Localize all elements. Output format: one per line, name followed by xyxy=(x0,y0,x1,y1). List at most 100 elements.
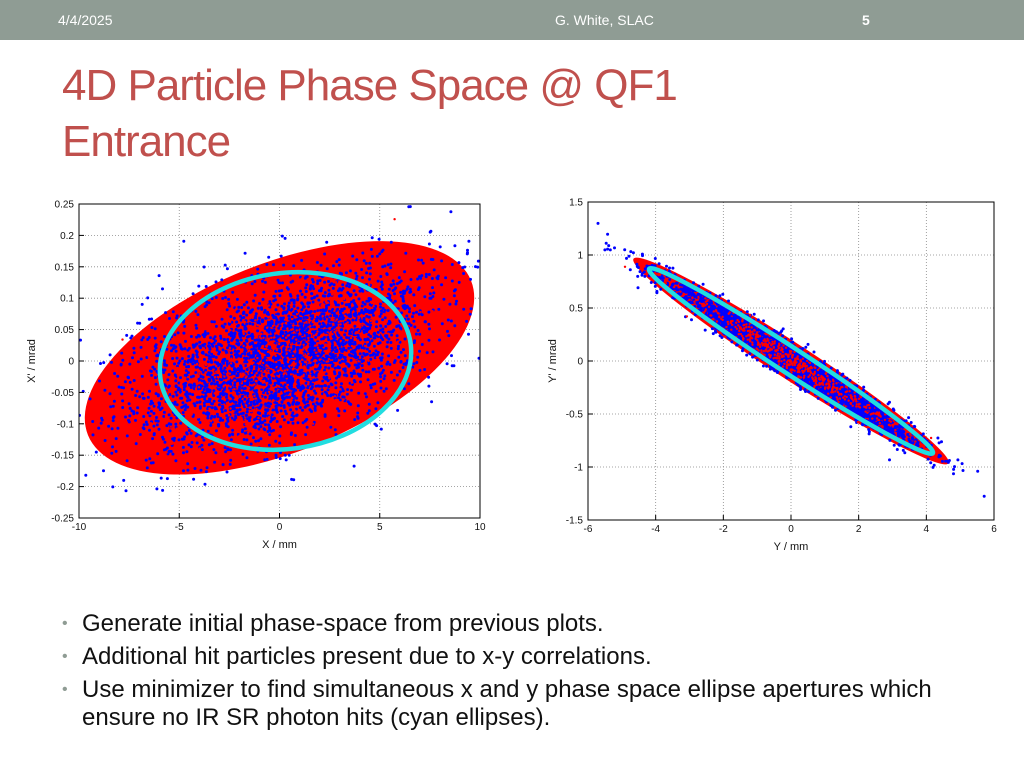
particle-point xyxy=(215,364,218,368)
particle-point xyxy=(255,401,259,405)
particle-point xyxy=(245,410,249,414)
particle-point xyxy=(326,301,329,304)
particle-point xyxy=(256,306,260,310)
particle-point xyxy=(242,332,245,336)
particle-point xyxy=(216,375,220,379)
particle-point xyxy=(170,442,174,446)
particle-point xyxy=(418,349,421,353)
particle-point xyxy=(300,258,304,262)
particle-point xyxy=(273,375,276,378)
particle-point xyxy=(379,372,382,376)
particle-point xyxy=(228,417,232,420)
particle-point xyxy=(305,418,309,421)
x-tick-label: -10 xyxy=(72,522,87,533)
particle-point xyxy=(379,427,383,431)
particle-point xyxy=(801,347,805,350)
particle-point xyxy=(288,395,291,399)
particle-point xyxy=(260,306,263,310)
particle-point xyxy=(392,328,396,332)
particle-point xyxy=(360,304,364,308)
particle-point xyxy=(392,378,396,382)
particle-point xyxy=(283,362,287,366)
particle-point xyxy=(343,409,347,413)
particle-point xyxy=(269,357,272,360)
particle-point xyxy=(219,336,223,340)
particle-point xyxy=(421,261,425,265)
particle-point xyxy=(212,394,216,397)
particle-point xyxy=(109,405,113,409)
particle-point xyxy=(229,362,233,365)
particle-point xyxy=(300,352,304,355)
particle-point xyxy=(275,330,279,333)
particle-point xyxy=(88,397,92,401)
particle-point xyxy=(249,354,253,357)
particle-point xyxy=(262,433,265,436)
particle-point xyxy=(383,374,387,378)
particle-point xyxy=(265,379,269,383)
particle-point xyxy=(608,248,612,252)
particle-point xyxy=(240,389,243,392)
particle-point xyxy=(170,343,173,347)
particle-point xyxy=(244,404,248,407)
particle-point xyxy=(237,323,240,327)
particle-point xyxy=(296,368,299,372)
particle-point xyxy=(175,427,179,430)
particle-point xyxy=(368,284,371,287)
particle-point xyxy=(389,262,393,266)
particle-point xyxy=(304,404,308,408)
particle-point xyxy=(260,377,263,380)
particle-point xyxy=(301,333,305,336)
particle-point xyxy=(250,373,254,377)
particle-point xyxy=(272,362,276,366)
particle-point xyxy=(303,365,306,368)
particle-point xyxy=(278,350,282,354)
particle-point xyxy=(272,428,275,432)
particle-point xyxy=(234,400,238,404)
particle-point xyxy=(122,478,126,482)
particle-point xyxy=(268,300,272,304)
particle-point xyxy=(360,364,364,368)
particle-point xyxy=(419,276,423,280)
particle-point xyxy=(255,326,259,329)
particle-point xyxy=(415,361,419,364)
particle-point xyxy=(140,338,144,342)
particle-point xyxy=(369,323,373,327)
particle-point xyxy=(323,291,327,295)
particle-point xyxy=(440,322,444,326)
particle-point xyxy=(438,338,441,342)
particle-point xyxy=(345,336,349,339)
particle-point xyxy=(337,414,341,418)
particle-point xyxy=(171,357,175,360)
particle-point xyxy=(201,390,205,394)
particle-point xyxy=(253,293,257,297)
particle-point xyxy=(352,299,356,302)
particle-point xyxy=(248,322,252,326)
particle-point xyxy=(198,381,202,384)
particle-point xyxy=(322,361,326,365)
particle-point xyxy=(204,330,207,334)
particle-point xyxy=(16,404,19,407)
particle-point xyxy=(380,364,384,368)
particle-point xyxy=(263,330,266,333)
particle-point xyxy=(242,387,246,391)
particle-point xyxy=(214,324,218,328)
particle-point xyxy=(207,412,211,415)
particle-point xyxy=(360,355,364,359)
particle-point xyxy=(150,373,154,377)
particle-point xyxy=(282,387,286,391)
particle-point xyxy=(358,289,362,293)
particle-point xyxy=(150,326,154,329)
particle-point xyxy=(372,305,375,308)
particle-point xyxy=(232,413,235,416)
particle-point xyxy=(466,248,469,252)
particle-point xyxy=(806,342,810,346)
particle-point xyxy=(274,322,278,326)
particle-point xyxy=(306,345,310,348)
particle-point xyxy=(228,433,232,437)
particle-point xyxy=(244,349,248,353)
particle-point xyxy=(370,236,374,240)
particle-point xyxy=(405,314,409,318)
header-bar: 4/4/2025 G. White, SLAC 5 xyxy=(0,0,1024,40)
particle-point xyxy=(349,358,353,362)
particle-point xyxy=(262,336,265,339)
